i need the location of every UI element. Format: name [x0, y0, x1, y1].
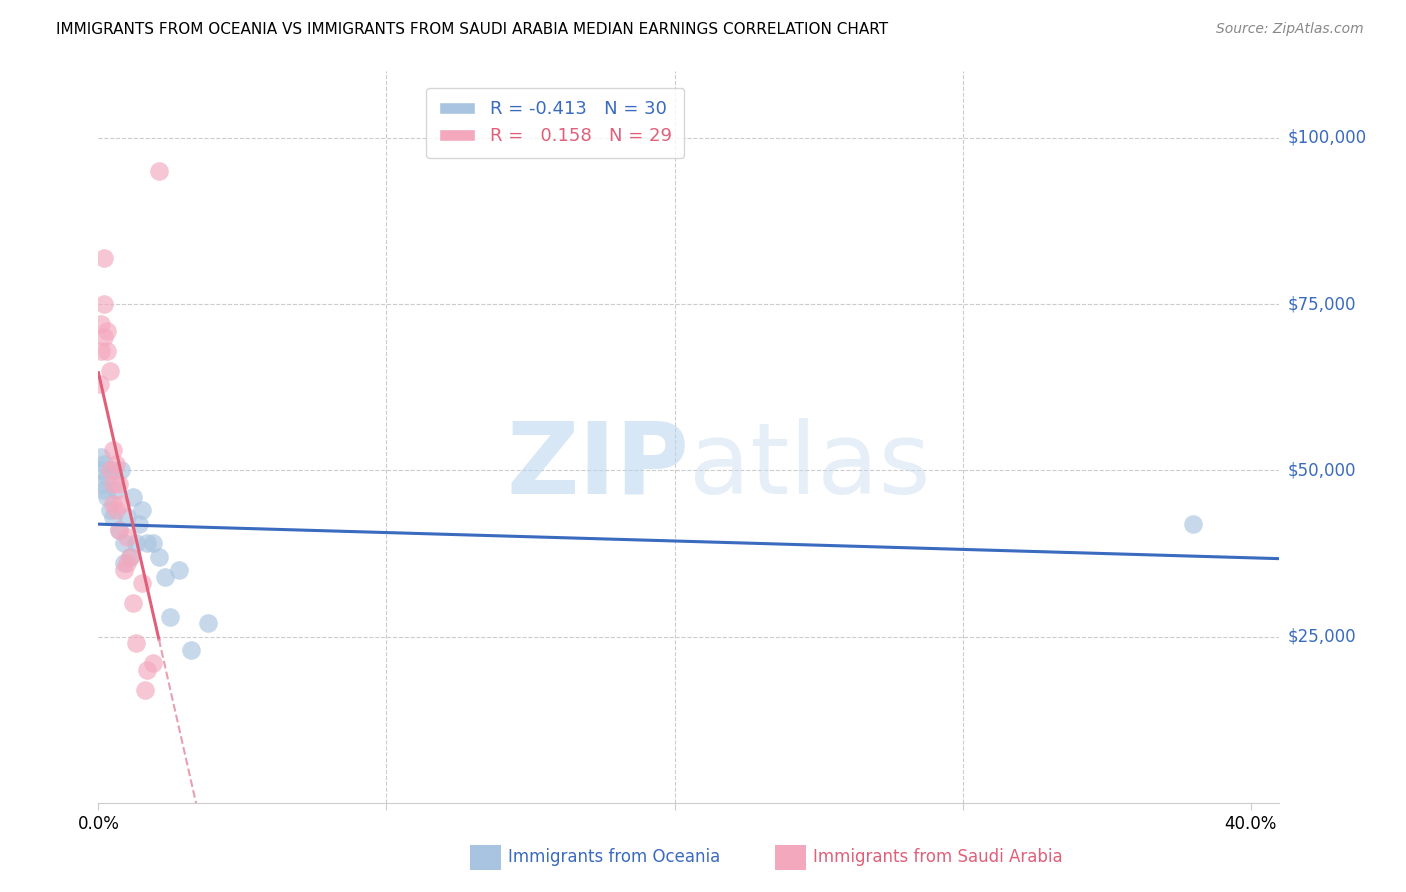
Point	[112, 557, 135, 571]
Point	[197, 616, 219, 631]
Text: Immigrants from Oceania: Immigrants from Oceania	[508, 848, 720, 866]
Point	[128, 516, 150, 531]
Point	[96, 470, 118, 484]
Point	[110, 497, 132, 511]
Point	[90, 450, 112, 464]
Text: IMMIGRANTS FROM OCEANIA VS IMMIGRANTS FROM SAUDI ARABIA MEDIAN EARNINGS CORRELAT: IMMIGRANTS FROM OCEANIA VS IMMIGRANTS FR…	[56, 22, 889, 37]
Text: ZIP: ZIP	[506, 417, 689, 515]
Point	[159, 609, 181, 624]
Point	[104, 457, 127, 471]
Point	[98, 503, 121, 517]
Point	[112, 563, 135, 577]
Text: atlas: atlas	[689, 417, 931, 515]
Point	[93, 483, 115, 498]
Text: $100,000: $100,000	[1288, 128, 1367, 147]
Point	[90, 463, 112, 477]
Point	[115, 557, 138, 571]
Point	[107, 523, 129, 537]
Text: $50,000: $50,000	[1288, 461, 1357, 479]
Point	[1182, 516, 1205, 531]
Point	[122, 596, 145, 610]
Point	[120, 549, 142, 564]
Point	[125, 536, 148, 550]
Point	[90, 343, 112, 358]
Point	[136, 663, 159, 677]
Point	[98, 463, 121, 477]
Point	[134, 682, 156, 697]
Point	[101, 463, 124, 477]
Point	[148, 164, 170, 178]
Point	[136, 536, 159, 550]
Point	[96, 343, 118, 358]
Point	[125, 636, 148, 650]
Point	[107, 523, 129, 537]
Point	[180, 643, 202, 657]
Point	[101, 443, 124, 458]
Point	[90, 476, 112, 491]
Point	[96, 490, 118, 504]
Point	[93, 330, 115, 344]
Point	[148, 549, 170, 564]
Point	[98, 363, 121, 377]
Point	[142, 656, 165, 670]
Text: Source: ZipAtlas.com: Source: ZipAtlas.com	[1216, 22, 1364, 37]
Point	[107, 476, 129, 491]
Point	[93, 297, 115, 311]
Text: $75,000: $75,000	[1288, 295, 1357, 313]
Text: $25,000: $25,000	[1288, 628, 1357, 646]
Point	[142, 536, 165, 550]
Point	[104, 483, 127, 498]
Point	[101, 509, 124, 524]
Point	[89, 376, 111, 391]
Point	[93, 251, 115, 265]
Legend: R = -0.413   N = 30, R =   0.158   N = 29: R = -0.413 N = 30, R = 0.158 N = 29	[426, 87, 685, 158]
Point	[167, 563, 190, 577]
Point	[101, 476, 124, 491]
Point	[153, 570, 176, 584]
Point	[104, 503, 127, 517]
Point	[93, 457, 115, 471]
Point	[131, 503, 153, 517]
Point	[131, 576, 153, 591]
Text: Immigrants from Saudi Arabia: Immigrants from Saudi Arabia	[813, 848, 1063, 866]
Point	[96, 324, 118, 338]
Point	[120, 549, 142, 564]
Point	[115, 530, 138, 544]
Point	[122, 490, 145, 504]
Point	[90, 317, 112, 331]
Point	[115, 509, 138, 524]
Point	[112, 536, 135, 550]
Point	[110, 463, 132, 477]
Point	[101, 497, 124, 511]
